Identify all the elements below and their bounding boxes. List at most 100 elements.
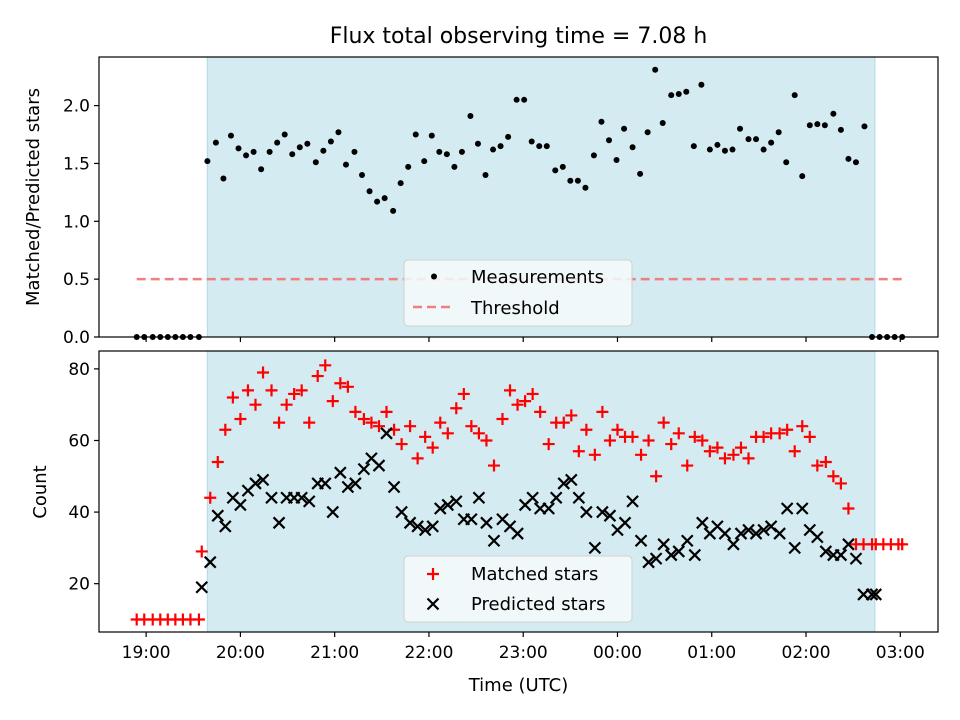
legend-measurements-label: Measurements <box>471 267 604 288</box>
bottom-predicted-stars-point <box>727 538 740 551</box>
bottom-matched-stars-point <box>303 416 316 429</box>
top-measurements-point <box>381 195 388 202</box>
bottom-predicted-stars-point <box>334 466 347 479</box>
bottom-predicted-stars-point <box>780 502 794 515</box>
bottom-matched-stars-point <box>572 445 585 458</box>
bottom-matched-stars-point <box>234 413 247 426</box>
bottom-predicted-stars-point <box>557 477 571 490</box>
top-measurements-point <box>204 158 211 165</box>
top-measurements-point <box>536 143 543 150</box>
bottom-matched-stars-point <box>603 434 616 447</box>
top-measurements-point <box>436 148 443 155</box>
bottom-predicted-stars-point <box>372 459 386 472</box>
bottom-predicted-stars-point <box>618 516 632 530</box>
top-measurements-point <box>714 141 721 148</box>
bottom-matched-stars-point <box>472 427 485 440</box>
bottom-matched-stars-point <box>311 370 324 383</box>
top-measurements-point <box>590 152 597 159</box>
bottom-matched-stars-point <box>842 502 855 515</box>
bottom-matched-stars-point <box>718 452 731 465</box>
bottom-matched-stars-point <box>487 459 500 472</box>
bottom-y-axis-label: Count <box>30 465 51 518</box>
x-axis-label: Time (UTC) <box>468 675 569 696</box>
legend-predicted-marker <box>426 597 440 611</box>
bottom-y-tick-label: 20 <box>68 575 90 595</box>
bottom-predicted-stars-point <box>211 509 225 522</box>
top-measurements-point <box>621 125 628 132</box>
top-measurements-point <box>220 175 227 182</box>
legend-predicted-label: Predicted stars <box>471 594 605 615</box>
legend-matched-label: Matched stars <box>471 564 598 585</box>
bottom-matched-stars-point <box>372 420 385 433</box>
bottom-predicted-stars-point <box>811 530 824 544</box>
top-measurements-point <box>799 173 806 180</box>
bottom-matched-stars-point <box>819 455 832 468</box>
bottom-matched-stars-point <box>542 438 555 451</box>
top-measurements-point <box>668 92 675 99</box>
bottom-matched-stars-point <box>626 430 639 443</box>
top-measurements-point <box>637 170 644 177</box>
top-measurements-point <box>490 146 497 153</box>
bottom-matched-stars-point <box>280 398 293 411</box>
bottom-predicted-stars-point <box>195 580 209 594</box>
top-measurements-point <box>552 167 559 174</box>
bottom-predicted-stars-point <box>834 548 848 562</box>
top-measurements-point <box>289 151 296 158</box>
bottom-predicted-stars-point <box>757 523 770 537</box>
top-measurements-point <box>814 121 821 128</box>
bottom-matched-stars-point <box>288 387 301 400</box>
bottom-matched-stars-point <box>365 416 378 429</box>
legend-matched-marker <box>427 568 439 580</box>
top-measurements-point <box>390 207 397 214</box>
bottom-matched-stars-point <box>457 387 470 400</box>
bottom-predicted-stars-point <box>326 505 340 519</box>
top-measurements-point <box>327 138 334 145</box>
top-measurements-point <box>312 159 319 166</box>
bottom-matched-stars-point <box>688 430 701 443</box>
top-measurements-point <box>613 156 620 163</box>
x-tick-label: 23:00 <box>499 643 548 663</box>
bottom-predicted-stars-point <box>680 534 694 547</box>
top-measurements-point <box>405 163 412 170</box>
bottom-predicted-stars-point <box>302 495 316 508</box>
top-measurements-point <box>698 81 705 88</box>
top-measurements-point <box>775 129 782 136</box>
top-measurements-point <box>274 139 281 146</box>
top-measurements-point <box>706 146 713 153</box>
bottom-matched-stars-point <box>596 405 609 418</box>
top-measurements-point <box>281 131 288 138</box>
bottom-predicted-stars-point <box>256 473 270 487</box>
bottom-predicted-stars-point <box>749 527 763 540</box>
bottom-matched-stars-point <box>611 423 624 436</box>
bottom-matched-stars-point <box>334 377 347 390</box>
bottom-matched-stars-point <box>295 384 308 397</box>
bottom-predicted-stars-point <box>387 480 401 494</box>
bottom-predicted-stars-point <box>865 588 879 601</box>
top-measurements-point <box>845 155 852 162</box>
bottom-predicted-stars-point <box>788 541 801 555</box>
bottom-predicted-stars-point <box>411 520 424 533</box>
top-measurements-point <box>250 148 257 155</box>
bottom-predicted-stars-point <box>295 491 308 505</box>
bottom-predicted-stars-point <box>588 541 602 555</box>
bottom-legend-box <box>403 555 633 623</box>
bottom-predicted-stars-point <box>403 516 417 530</box>
bottom-y-tick-label: 60 <box>68 431 90 451</box>
bottom-matched-stars-point <box>480 434 493 447</box>
bottom-matched-stars-point <box>195 545 208 558</box>
bottom-matched-stars-point <box>696 434 709 447</box>
bottom-matched-stars-point <box>496 413 509 426</box>
bottom-predicted-stars-point <box>349 477 362 490</box>
top-measurements-point <box>482 172 489 179</box>
top-y-axis-label: Matched/Predicted stars <box>23 88 44 306</box>
top-measurements-point <box>335 129 342 136</box>
top-legend-box <box>403 259 633 327</box>
top-measurements-point <box>451 163 458 170</box>
bottom-predicted-stars-point <box>426 520 439 533</box>
top-measurements-point <box>745 136 752 143</box>
bottom-predicted-stars-point <box>664 548 678 562</box>
top-measurements-point <box>598 118 605 125</box>
bottom-matched-stars-point <box>211 455 224 468</box>
top-measurements-point <box>374 198 381 205</box>
bottom-matched-stars-point <box>896 538 909 551</box>
